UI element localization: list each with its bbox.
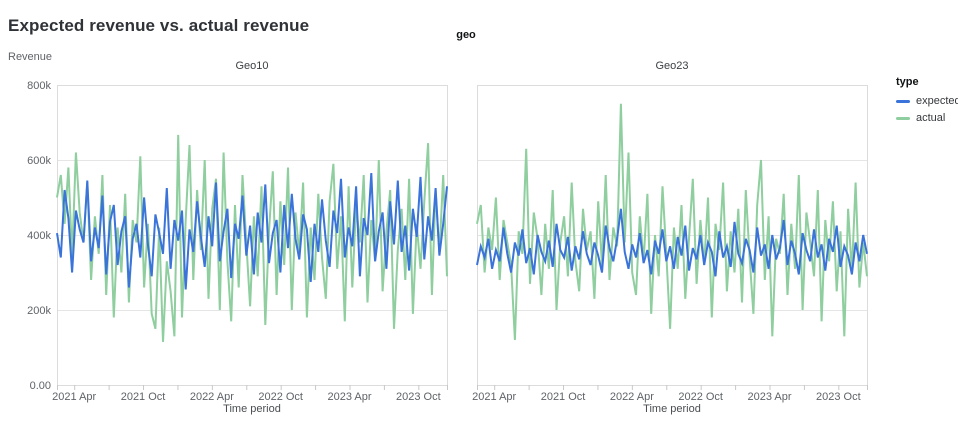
chart-title: Expected revenue vs. actual revenue (8, 16, 310, 36)
x-tick-label: 2022 Apr (190, 391, 234, 403)
y-tick-label: 600k (27, 155, 51, 167)
actual-line-swatch-icon (896, 116, 910, 120)
y-tick-label: 200k (27, 305, 51, 317)
x-tick-label: 2023 Apr (747, 391, 791, 403)
plot-frame (477, 85, 868, 386)
legend-title: type (896, 76, 919, 88)
legend-item-expected[interactable]: expected (896, 95, 958, 107)
facet-field-label: geo (456, 29, 476, 41)
x-axis-title-right: Time period (643, 403, 701, 415)
series-line-expected (476, 208, 868, 277)
x-axis-title-left: Time period (223, 403, 281, 415)
facet-title-geo10: Geo10 (235, 60, 269, 72)
y-tick-label: 800k (27, 80, 51, 92)
legend-item-label: expected (916, 95, 958, 107)
x-tick-label: 2021 Oct (121, 391, 166, 403)
legend-item-actual[interactable]: actual (896, 112, 958, 124)
y-axis-title: Revenue (8, 51, 53, 63)
x-tick-label: 2021 Apr (472, 391, 516, 403)
facet-title-geo23: Geo23 (655, 60, 689, 72)
x-tick-label: 2022 Oct (678, 391, 723, 403)
x-tick-label: 2023 Oct (396, 391, 441, 403)
legend: type expected actual (896, 76, 958, 129)
x-tick-label: 2022 Apr (610, 391, 654, 403)
x-tick-label: 2023 Oct (816, 391, 861, 403)
x-tick-label: 2021 Oct (541, 391, 586, 403)
series-line-actual (476, 103, 868, 341)
series-line-expected (56, 173, 448, 290)
expected-line-swatch-icon (896, 99, 910, 103)
x-tick-label: 2023 Apr (327, 391, 371, 403)
x-tick-label: 2022 Oct (258, 391, 303, 403)
x-tick-label: 2021 Apr (52, 391, 96, 403)
y-tick-label: 400k (27, 230, 51, 242)
y-tick-label: 0.00 (30, 380, 51, 392)
legend-item-label: actual (916, 112, 946, 124)
